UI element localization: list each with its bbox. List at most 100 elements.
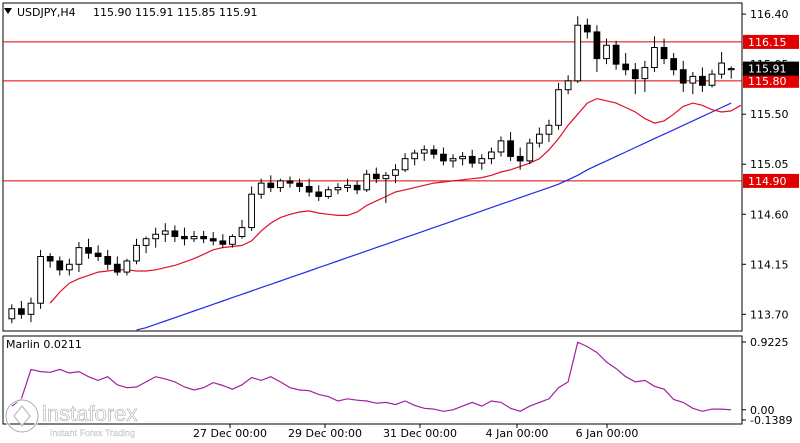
candle[interactable] (190, 230, 198, 243)
candle[interactable] (574, 16, 582, 84)
candle[interactable] (459, 151, 467, 166)
candle-body (334, 187, 342, 191)
candle[interactable] (660, 38, 668, 65)
x-tick-label: 29 Dec 00:00 (288, 427, 362, 440)
candle[interactable] (344, 178, 351, 193)
candle[interactable] (104, 249, 112, 270)
candle[interactable] (478, 154, 486, 170)
candle[interactable] (65, 258, 73, 276)
candle[interactable] (593, 25, 601, 72)
candle[interactable] (651, 36, 658, 72)
candle[interactable] (564, 75, 572, 95)
candle[interactable] (727, 66, 735, 79)
candle[interactable] (94, 245, 102, 261)
price-panel[interactable] (2, 2, 743, 332)
candle[interactable] (46, 253, 54, 268)
candle[interactable] (603, 38, 610, 65)
candle[interactable] (27, 297, 35, 323)
candle-body (583, 24, 591, 33)
candle-body (718, 62, 725, 75)
symbol-dropdown-icon[interactable] (4, 8, 12, 14)
candle[interactable] (219, 234, 227, 248)
candle[interactable] (181, 227, 188, 246)
candle[interactable] (411, 149, 419, 166)
candle[interactable] (85, 238, 92, 259)
candle[interactable] (209, 232, 217, 246)
candle[interactable] (353, 180, 361, 195)
osc-y-tick-label: 0.00 (750, 404, 775, 417)
candle[interactable] (8, 304, 16, 324)
candle[interactable] (171, 225, 179, 243)
candle[interactable] (679, 60, 687, 92)
candle-body (478, 158, 486, 164)
candle[interactable] (315, 185, 323, 201)
candle[interactable] (507, 131, 514, 161)
candle-body (344, 184, 351, 189)
y-tick-label: 113.70 (750, 308, 789, 321)
candle[interactable] (257, 178, 265, 199)
candle[interactable] (535, 127, 543, 148)
level-tag (743, 173, 799, 188)
candle[interactable] (238, 219, 246, 239)
candle-body (535, 133, 543, 144)
candle[interactable] (516, 147, 524, 170)
candle[interactable] (133, 238, 140, 265)
candle[interactable] (430, 145, 438, 159)
candle-body (660, 46, 668, 60)
candle[interactable] (526, 138, 534, 165)
candle[interactable] (488, 147, 495, 165)
candle-body (56, 260, 64, 271)
candle[interactable] (392, 164, 399, 184)
candle[interactable] (641, 60, 649, 92)
candle[interactable] (56, 256, 64, 276)
candle[interactable] (555, 83, 562, 130)
candle[interactable] (468, 149, 476, 168)
candle[interactable] (631, 63, 639, 95)
candle[interactable] (622, 53, 630, 76)
candle[interactable] (123, 258, 131, 276)
candle[interactable] (142, 236, 150, 254)
candle[interactable] (583, 18, 591, 39)
candle[interactable] (689, 71, 697, 95)
candle[interactable] (440, 147, 447, 166)
candle[interactable] (161, 223, 169, 243)
candle[interactable] (152, 227, 160, 248)
candle[interactable] (334, 183, 342, 195)
candle[interactable] (545, 119, 553, 142)
candle[interactable] (363, 169, 371, 193)
candle[interactable] (296, 178, 303, 193)
candle[interactable] (670, 53, 678, 76)
candle[interactable] (612, 40, 620, 70)
level-tag-label: 114.90 (748, 175, 787, 188)
candle[interactable] (305, 178, 313, 197)
candle[interactable] (718, 51, 725, 79)
candle[interactable] (286, 176, 294, 188)
candle[interactable] (382, 172, 390, 204)
candle[interactable] (699, 67, 706, 92)
candle[interactable] (497, 136, 505, 157)
indicator-panel[interactable]: 0.9225 0.00-0.1389 (2, 335, 792, 427)
candle-body (449, 158, 457, 162)
x-tick-label: 4 Jan 00:00 (486, 427, 549, 440)
candle[interactable] (229, 234, 236, 248)
candle[interactable] (324, 186, 332, 199)
candle-body (190, 235, 198, 240)
candle[interactable] (200, 230, 208, 244)
candle[interactable] (276, 178, 284, 193)
candle[interactable] (708, 69, 716, 88)
candle[interactable] (401, 153, 409, 173)
candle[interactable] (449, 154, 457, 168)
candle[interactable] (420, 145, 428, 161)
candle[interactable] (113, 256, 121, 276)
candle[interactable] (267, 175, 275, 193)
candle-body (488, 151, 495, 160)
candle[interactable] (372, 167, 380, 184)
candle-body (46, 256, 54, 262)
candle[interactable] (37, 249, 44, 309)
x-tick-label: 6 Jan 00:00 (576, 427, 639, 440)
candle-body (420, 149, 428, 154)
candle[interactable] (18, 300, 25, 319)
candle[interactable] (248, 186, 255, 231)
candle[interactable] (75, 242, 83, 273)
